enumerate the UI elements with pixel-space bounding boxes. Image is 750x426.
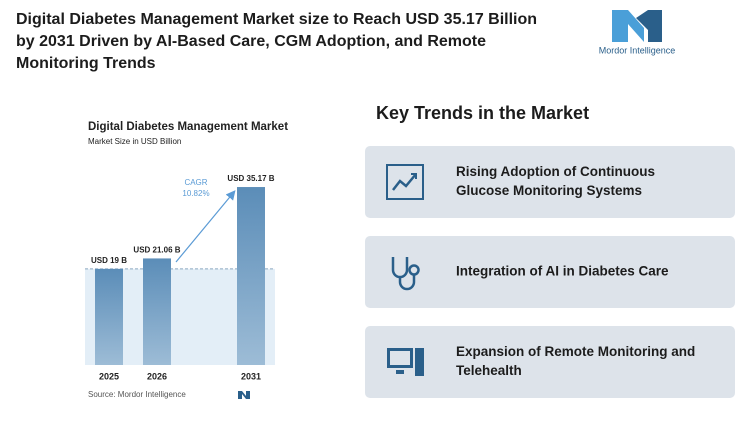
trend-text: Rising Adoption of Continuous — [456, 164, 655, 179]
source: Source: Mordor Intelligence — [88, 390, 186, 399]
bar — [143, 258, 171, 365]
bar — [237, 187, 265, 365]
trend-icon — [391, 257, 420, 291]
value-label: USD 19 B — [91, 256, 127, 265]
chart-title: Digital Diabetes Management Market — [88, 121, 288, 133]
cagr-value: 10.82% — [182, 189, 209, 198]
trend-card — [365, 326, 735, 398]
cagr-label: CAGR — [184, 178, 207, 187]
trend-icon — [386, 164, 424, 200]
chart: Digital Diabetes Management Market Marke… — [85, 121, 288, 399]
value-label: USD 21.06 B — [133, 246, 180, 255]
value-label: USD 35.17 B — [227, 174, 274, 183]
trend-text: Glucose Monitoring Systems — [456, 183, 642, 198]
trends-title: Key Trends in the Market — [376, 103, 589, 123]
title-line: Digital Diabetes Management Market size … — [16, 11, 537, 28]
trend-card — [365, 146, 735, 218]
title-line: by 2031 Driven by AI-Based Care, CGM Ado… — [16, 33, 486, 50]
small-logo — [238, 391, 250, 399]
bar — [95, 268, 123, 365]
chart-subtitle: Market Size in USD Billion — [88, 137, 181, 146]
x-tick-label: 2025 — [99, 371, 119, 381]
trend-text: Telehealth — [456, 363, 522, 378]
cagr-arrow — [175, 190, 236, 263]
title-line: Monitoring Trends — [16, 55, 156, 72]
trend-cards: Rising Adoption of Continuous Glucose Mon… — [365, 146, 735, 398]
logo: Mordor Intelligence — [599, 10, 676, 55]
x-tick-label: 2026 — [147, 371, 167, 381]
x-tick-label: 2031 — [241, 371, 261, 381]
trend-icon — [387, 348, 424, 376]
logo-text: Mordor Intelligence — [599, 45, 676, 55]
trend-card — [365, 236, 735, 308]
trend-text: Integration of AI in Diabetes Care — [456, 264, 669, 279]
trend-text: Expansion of Remote Monitoring and — [456, 344, 695, 359]
